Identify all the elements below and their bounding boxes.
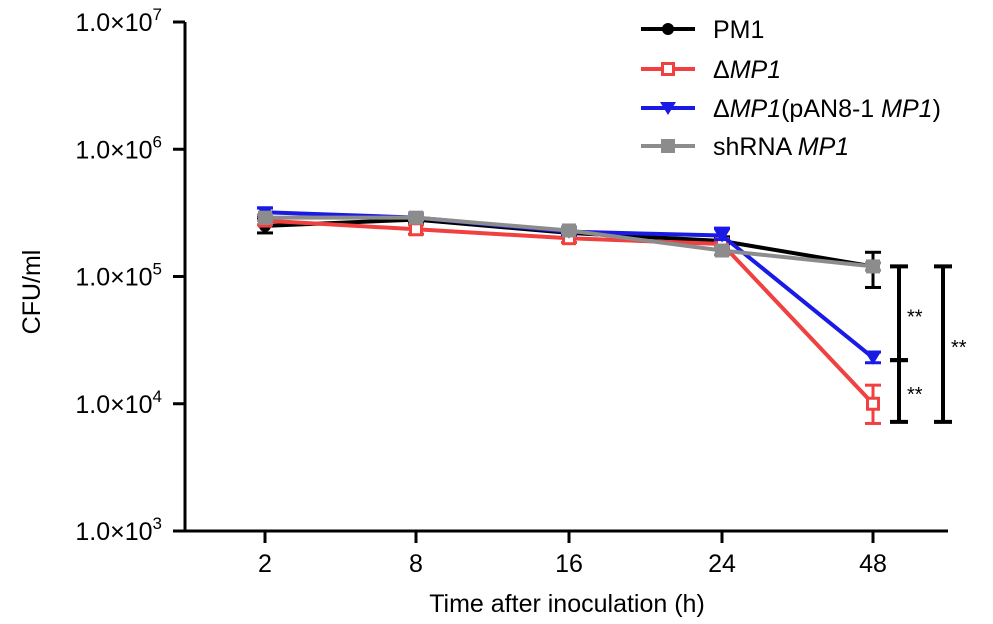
y-tick-label: 1.0×107 (75, 5, 162, 37)
legend-label: PM1 (713, 16, 764, 44)
x-axis-title: Time after inoculation (h) (429, 590, 705, 618)
legend-marker (661, 139, 675, 153)
legend-marker (662, 23, 674, 35)
y-axis-title: CFU/ml (18, 250, 46, 335)
x-tick-label: 24 (708, 550, 736, 578)
legend-marker (660, 102, 676, 115)
y-tick-label: 1.0×104 (75, 387, 162, 419)
data-point (258, 210, 272, 225)
series-layer (257, 206, 881, 425)
series-4 (257, 210, 881, 274)
data-point (715, 243, 729, 258)
significance-label: ** (907, 384, 923, 406)
data-point (714, 229, 730, 243)
significance-annotations: ** ** ** (890, 264, 967, 424)
significance-bracket: ** (890, 358, 923, 424)
data-point (562, 223, 576, 238)
significance-bracket: ** (890, 264, 923, 363)
legend-entry-1: PM1 (641, 16, 764, 44)
legend-label: ΔMP1(pAN8-1 MP1) (713, 95, 941, 123)
y-tick-label: 1.0×106 (75, 132, 162, 164)
x-tick-label: 48 (859, 550, 887, 578)
legend-label: ΔMP1 (713, 56, 781, 84)
legend-label: shRNA MP1 (713, 133, 849, 161)
axes (173, 20, 948, 543)
data-point (866, 396, 880, 411)
legend-entry-3: ΔMP1(pAN8-1 MP1) (641, 95, 941, 123)
x-tick-label: 2 (258, 550, 272, 578)
legend-entry-2: ΔMP1 (641, 56, 781, 84)
x-tick-labels: 2 8 16 24 48 (258, 550, 887, 578)
significance-bracket: ** (934, 264, 967, 424)
data-point (409, 222, 423, 237)
series-line (264, 218, 875, 406)
y-tick-label: 1.0×103 (75, 514, 162, 546)
significance-label: ** (907, 306, 923, 328)
legend-entry-4: shRNA MP1 (641, 133, 849, 161)
series-2 (257, 213, 881, 425)
data-point (865, 351, 881, 365)
legend-marker (661, 62, 675, 76)
significance-label: ** (951, 337, 967, 359)
data-point (866, 259, 880, 274)
x-tick-label: 8 (409, 550, 423, 578)
y-tick-label: 1.0×105 (75, 260, 162, 292)
data-point (409, 210, 423, 225)
y-tick-labels: 1.0×103 1.0×104 1.0×105 1.0×106 1.0×107 (75, 5, 162, 546)
x-tick-label: 16 (555, 550, 583, 578)
legend: PM1 ΔMP1 ΔMP1(pAN8-1 MP1) shRNA MP1 (641, 16, 941, 161)
